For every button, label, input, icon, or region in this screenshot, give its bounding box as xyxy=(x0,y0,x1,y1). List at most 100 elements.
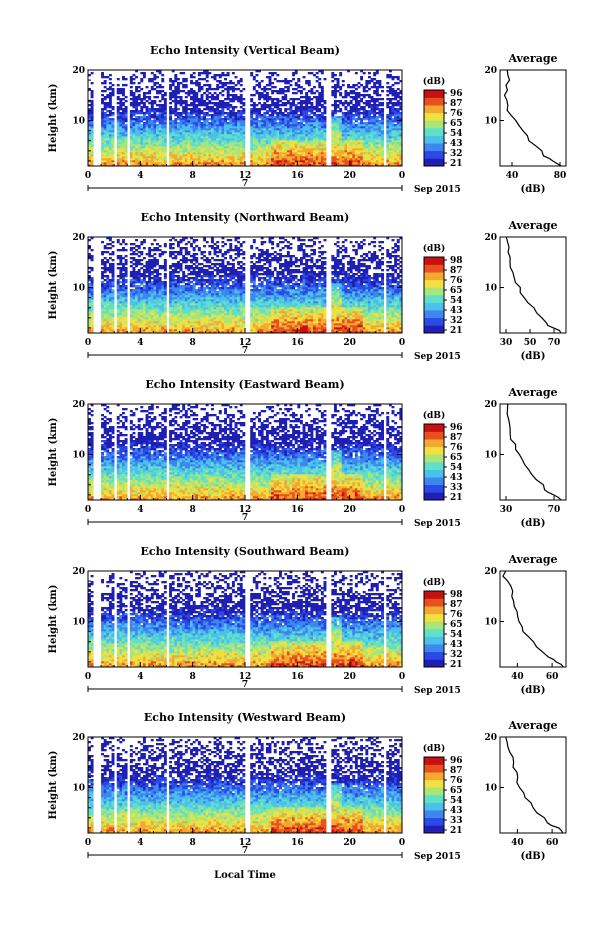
y-tick-label: 10 xyxy=(72,284,85,294)
colorbar-label: 96 xyxy=(450,89,463,99)
x-tick-label: 0 xyxy=(399,338,405,348)
y-tick-label: 20 xyxy=(484,233,497,243)
average-title: Average xyxy=(507,386,557,399)
panel-3: Echo Intensity (Eastward Beam) 20 10 Height… xyxy=(48,378,463,529)
colorbar-label: 76 xyxy=(450,776,463,786)
x-tick-label: 16 xyxy=(291,672,304,682)
x-tick-label: 0 xyxy=(399,505,405,515)
x-tick-label: 20 xyxy=(343,338,356,348)
average-frame xyxy=(499,69,567,167)
heatmap-title: Echo Intensity (Eastward Beam) xyxy=(145,378,344,391)
colorbar-frame xyxy=(423,89,445,167)
x-tick-label: 4 xyxy=(137,338,143,348)
colorbar-label: 96 xyxy=(450,423,463,433)
colorbar-label: 32 xyxy=(450,316,463,326)
panel-4: Echo Intensity (Southward Beam) 20 10 Heigh… xyxy=(48,545,463,696)
x-tick-label: 8 xyxy=(190,338,196,348)
colorbar-label: 33 xyxy=(450,816,463,826)
colorbar-label: 21 xyxy=(450,326,463,336)
x-tick-label: 8 xyxy=(190,171,196,181)
x-axis-label: (dB) xyxy=(521,184,546,195)
average-frame xyxy=(499,736,567,834)
average-panel-3: Average 20 10 30 70(dB) xyxy=(484,386,567,529)
x-tick-label: 60 xyxy=(546,672,559,682)
y-tick-label: 10 xyxy=(484,451,497,461)
colorbar-label: 21 xyxy=(450,826,463,836)
average-profile-line xyxy=(505,236,562,334)
x-axis-label: (dB) xyxy=(521,351,546,362)
colorbar-label: 87 xyxy=(450,766,463,776)
x-tick-label: 80 xyxy=(554,171,567,181)
x-tick-label: 70 xyxy=(548,338,561,348)
x-tick-label: 20 xyxy=(343,838,356,848)
x-tick-label: 50 xyxy=(524,338,537,348)
x-tick-label: 4 xyxy=(137,171,143,181)
heatmap-cells xyxy=(88,737,403,834)
x-tick-label: 0 xyxy=(399,838,405,848)
y-tick-label: 20 xyxy=(72,66,85,76)
average-panel-1: Average 20 10 40 80 (dB) xyxy=(484,52,567,195)
x-tick-label: 0 xyxy=(399,171,405,181)
colorbar-label: 43 xyxy=(450,806,463,816)
x-tick-label: 8 xyxy=(190,505,196,515)
colorbar-label: 76 xyxy=(450,109,463,119)
y-tick-label: 20 xyxy=(72,233,85,243)
average-frame xyxy=(499,403,567,501)
average-panel-2: Average 20 10 30 50 70(dB) xyxy=(484,219,567,362)
colorbar-label: 65 xyxy=(450,786,463,796)
y-tick-label: 10 xyxy=(72,618,85,628)
panel-5: Echo Intensity (Westward Beam) 20 10 Height… xyxy=(48,711,463,862)
date-label: 7 xyxy=(242,179,248,189)
heatmap-cells xyxy=(88,404,403,501)
y-tick-label: 10 xyxy=(484,284,497,294)
x-tick-label: 8 xyxy=(190,838,196,848)
x-tick-label: 12 xyxy=(239,338,252,348)
heatmap-cells xyxy=(88,237,403,334)
y-axis-label: Height (km) xyxy=(48,84,59,153)
average-panel-5: Average 20 10 40 60(dB) xyxy=(484,719,567,862)
x-tick-label: 12 xyxy=(239,505,252,515)
heatmap-cells xyxy=(88,571,403,668)
colorbar-label: 87 xyxy=(450,600,463,610)
x-tick-label: 60 xyxy=(546,838,559,848)
y-tick-label: 10 xyxy=(72,117,85,127)
colorbar-label: 96 xyxy=(450,756,463,766)
y-tick-label: 20 xyxy=(484,400,497,410)
date-label: 7 xyxy=(242,680,248,690)
y-axis-label: Height (km) xyxy=(48,418,59,487)
y-tick-label: 20 xyxy=(72,567,85,577)
colorbar-label: 98 xyxy=(450,256,463,266)
month-label: Sep 2015 xyxy=(414,185,461,195)
average-title: Average xyxy=(507,219,557,232)
colorbar-frame xyxy=(423,423,445,501)
colorbar-unit: (dB) xyxy=(423,577,445,588)
panel-2: Echo Intensity (Northward Beam) 20 10 Heigh… xyxy=(48,211,463,362)
x-tick-label: 0 xyxy=(85,171,91,181)
y-tick-label: 20 xyxy=(72,733,85,743)
colorbar-label: 87 xyxy=(450,99,463,109)
x-tick-label: 30 xyxy=(500,338,513,348)
x-tick-label: 12 xyxy=(239,672,252,682)
average-frame xyxy=(499,236,567,334)
x-tick-label: 0 xyxy=(85,505,91,515)
x-tick-label: 4 xyxy=(137,838,143,848)
colorbar-label: 76 xyxy=(450,276,463,286)
colorbar-label: 54 xyxy=(450,463,463,473)
y-tick-label: 20 xyxy=(484,733,497,743)
heatmap-cells xyxy=(88,70,403,167)
x-tick-label: 40 xyxy=(511,672,524,682)
colorbar-frame xyxy=(423,756,445,834)
colorbar-unit: (dB) xyxy=(423,410,445,421)
date-label: 7 xyxy=(242,846,248,856)
x-tick-label: 16 xyxy=(291,838,304,848)
x-tick-label: 20 xyxy=(343,505,356,515)
y-tick-label: 20 xyxy=(484,66,497,76)
x-axis-label: (dB) xyxy=(521,518,546,529)
colorbar-label: 43 xyxy=(450,473,463,483)
average-profile-line xyxy=(502,570,564,668)
